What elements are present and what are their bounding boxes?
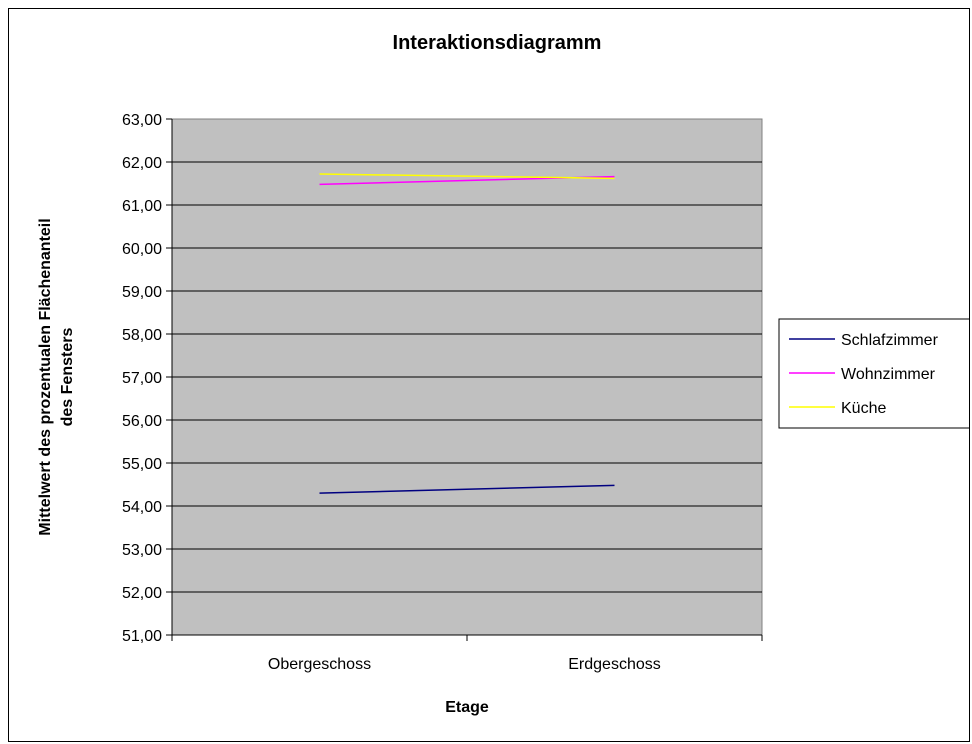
y-axis: 51,00 52,00 53,00 54,00 55,00 56,00 57,00 58,00…: [122, 112, 173, 645]
series-line-0: [319, 484, 615, 494]
x-tick-label: Obergeschoss: [268, 656, 371, 673]
chart-svg: Interaktionsdiagramm 51,00 52,00 53,00 54,0…: [37, 32, 969, 716]
series-line-2: [319, 173, 615, 180]
y-tick-label: 51,00: [122, 628, 162, 645]
legend-label: Schlafzimmer: [841, 332, 939, 349]
legend-label: Wohnzimmer: [841, 366, 936, 383]
x-axis: Obergeschoss Erdgeschoss: [171, 634, 763, 673]
legend: Schlafzimmer Wohnzimmer Küche: [778, 318, 969, 429]
x-axis-title: Etage: [445, 699, 489, 716]
y-tick-label: 60,00: [122, 241, 162, 258]
y-axis-title: Mittelwert des prozentualen Flächenantei…: [37, 218, 76, 535]
y-tick-label: 62,00: [122, 155, 162, 172]
y-tick-label: 59,00: [122, 284, 162, 301]
chart-frame: Interaktionsdiagramm 51,00 52,00 53,00 54,0…: [8, 8, 970, 742]
chart-title: Interaktionsdiagramm: [393, 32, 602, 54]
y-tick-label: 54,00: [122, 499, 162, 516]
y-axis-title-line-1: Mittelwert des prozentualen Flächenantei…: [37, 218, 54, 535]
y-tick-label: 55,00: [122, 456, 162, 473]
legend-label: Küche: [841, 400, 886, 417]
y-tick-label: 53,00: [122, 542, 162, 559]
x-tick-label: Erdgeschoss: [568, 656, 661, 673]
y-tick-label: 52,00: [122, 585, 162, 602]
y-tick-label: 63,00: [122, 112, 162, 129]
legend-items: Schlafzimmer Wohnzimmer Küche: [789, 332, 939, 417]
y-tick-label: 56,00: [122, 413, 162, 430]
y-axis-title-line-2: des Fensters: [59, 328, 76, 427]
series-lines: [319, 173, 615, 494]
y-tick-label: 58,00: [122, 327, 162, 344]
y-tick-label: 61,00: [122, 198, 162, 215]
y-tick-label: 57,00: [122, 370, 162, 387]
gridlines: [172, 161, 762, 593]
